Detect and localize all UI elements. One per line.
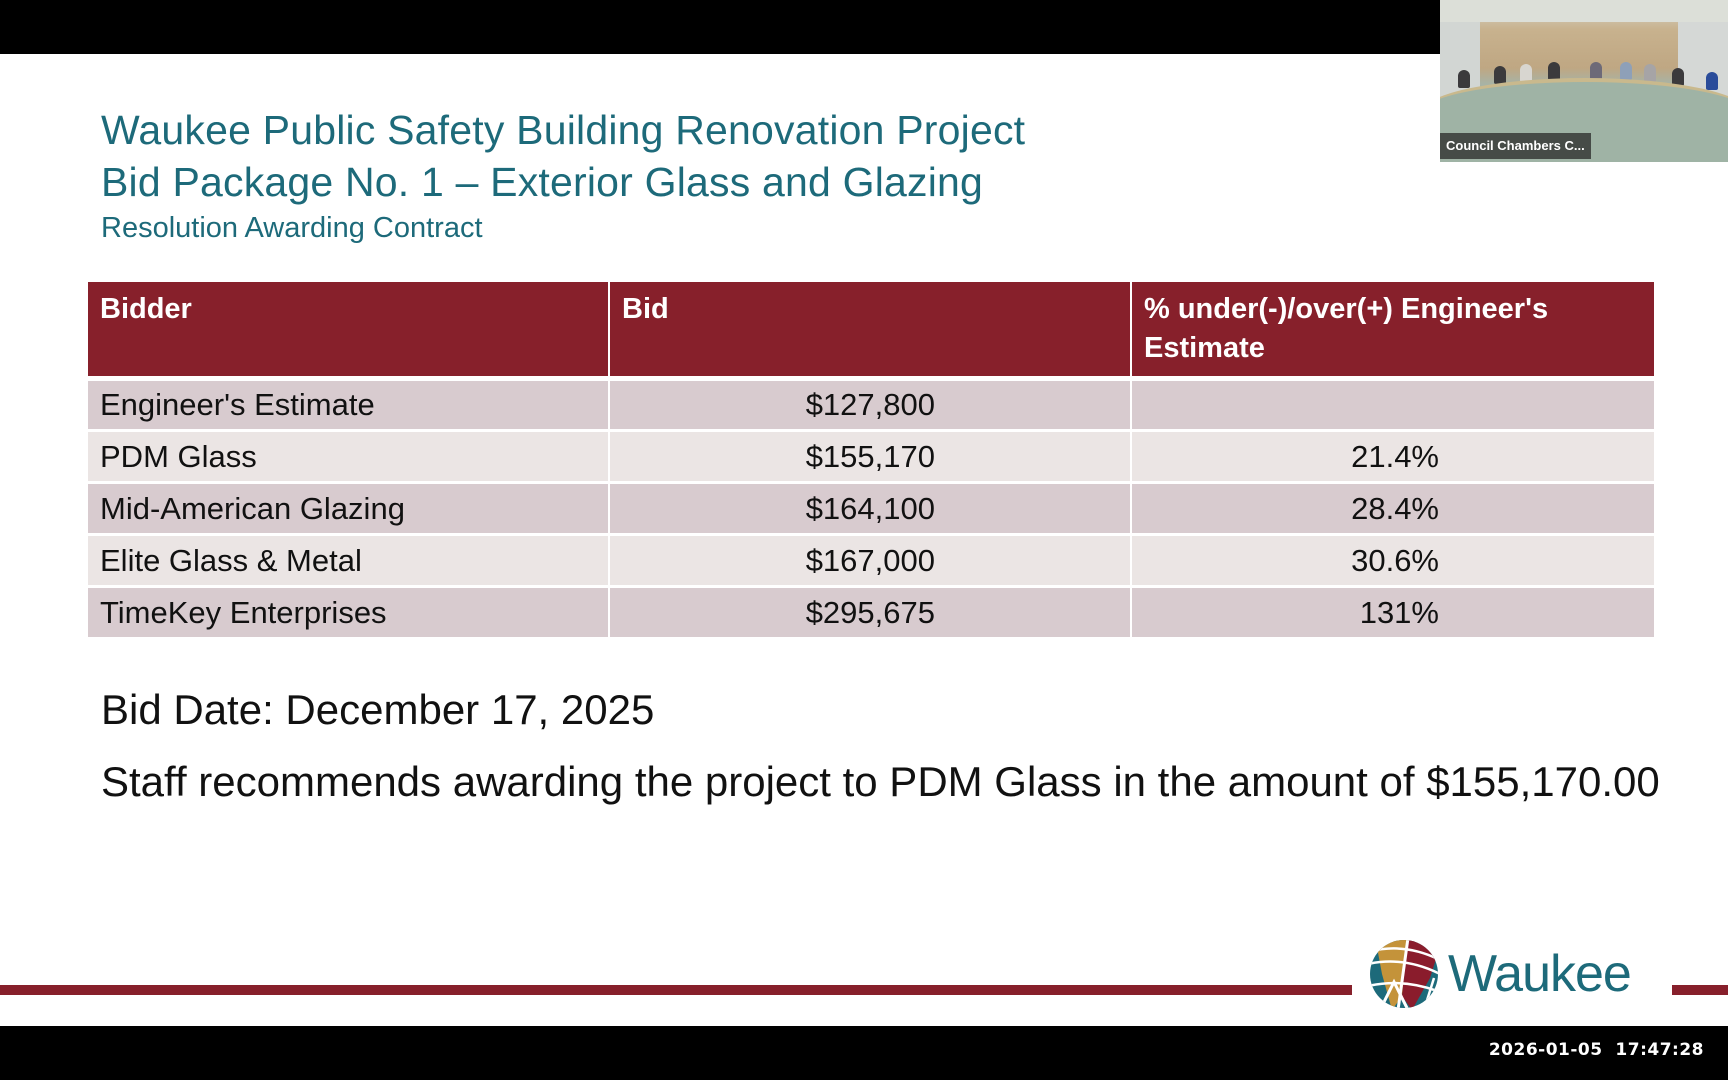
percent-cell: 131% — [1132, 585, 1654, 637]
slide-title-block: Waukee Public Safety Building Renovation… — [101, 104, 1025, 246]
column-header-percent: % under(-)/over(+) Engineer's Estimate — [1132, 282, 1654, 376]
waukee-logo-text: Waukee — [1448, 945, 1632, 1003]
table-row: TimeKey Enterprises $295,675 131% — [88, 585, 1654, 637]
webcam-video-thumbnail[interactable]: Council Chambers C... — [1440, 0, 1728, 162]
bottom-black-bar: 2026-01-05 17:47:28 — [0, 1026, 1728, 1080]
webcam-person — [1672, 68, 1684, 86]
table-row: Elite Glass & Metal $167,000 30.6% — [88, 533, 1654, 585]
webcam-person — [1620, 62, 1632, 80]
webcam-person — [1590, 62, 1602, 80]
webcam-ceiling — [1440, 0, 1728, 22]
webcam-person — [1706, 72, 1718, 90]
presentation-slide: Waukee Public Safety Building Renovation… — [0, 54, 1728, 1026]
slide-title-line-2: Bid Package No. 1 – Exterior Glass and G… — [101, 159, 984, 205]
bid-cell: $164,100 — [610, 481, 1132, 533]
table-row: PDM Glass $155,170 21.4% — [88, 429, 1654, 481]
webcam-person — [1644, 64, 1656, 82]
percent-cell — [1132, 376, 1654, 429]
percent-cell: 30.6% — [1132, 533, 1654, 585]
bid-cell: $167,000 — [610, 533, 1132, 585]
column-header-bidder: Bidder — [88, 282, 610, 376]
waukee-logo: Waukee — [1368, 934, 1664, 1014]
column-header-bid: Bid — [610, 282, 1132, 376]
bidder-cell: PDM Glass — [88, 429, 610, 481]
table-header-row: Bidder Bid % under(-)/over(+) Engineer's… — [88, 282, 1654, 376]
slide-title-line-1: Waukee Public Safety Building Renovation… — [101, 107, 1026, 153]
footer-divider-right — [1672, 985, 1728, 995]
bid-results-table: Bidder Bid % under(-)/over(+) Engineer's… — [88, 282, 1654, 637]
bid-cell: $155,170 — [610, 429, 1132, 481]
bid-date-text: Bid Date: December 17, 2025 — [101, 686, 655, 733]
bidder-cell: TimeKey Enterprises — [88, 585, 610, 637]
bid-cell: $295,675 — [610, 585, 1132, 637]
percent-cell: 21.4% — [1132, 429, 1654, 481]
bidder-cell: Mid-American Glazing — [88, 481, 610, 533]
waukee-globe-icon — [1370, 940, 1438, 1008]
slide-subtitle: Resolution Awarding Contract — [101, 212, 483, 244]
bidder-cell: Elite Glass & Metal — [88, 533, 610, 585]
recording-timestamp: 2026-01-05 17:47:28 — [1488, 1040, 1704, 1060]
bidder-cell: Engineer's Estimate — [88, 376, 610, 429]
webcam-label: Council Chambers C... — [1440, 133, 1591, 159]
webcam-person — [1458, 70, 1470, 88]
table-row: Mid-American Glazing $164,100 28.4% — [88, 481, 1654, 533]
staff-recommendation-text: Staff recommends awarding the project to… — [101, 758, 1660, 805]
webcam-person — [1494, 66, 1506, 84]
footer-divider-left — [0, 985, 1352, 995]
table-row: Engineer's Estimate $127,800 — [88, 376, 1654, 429]
webcam-person — [1520, 64, 1532, 82]
bid-cell: $127,800 — [610, 376, 1132, 429]
percent-cell: 28.4% — [1132, 481, 1654, 533]
webcam-person — [1548, 62, 1560, 80]
